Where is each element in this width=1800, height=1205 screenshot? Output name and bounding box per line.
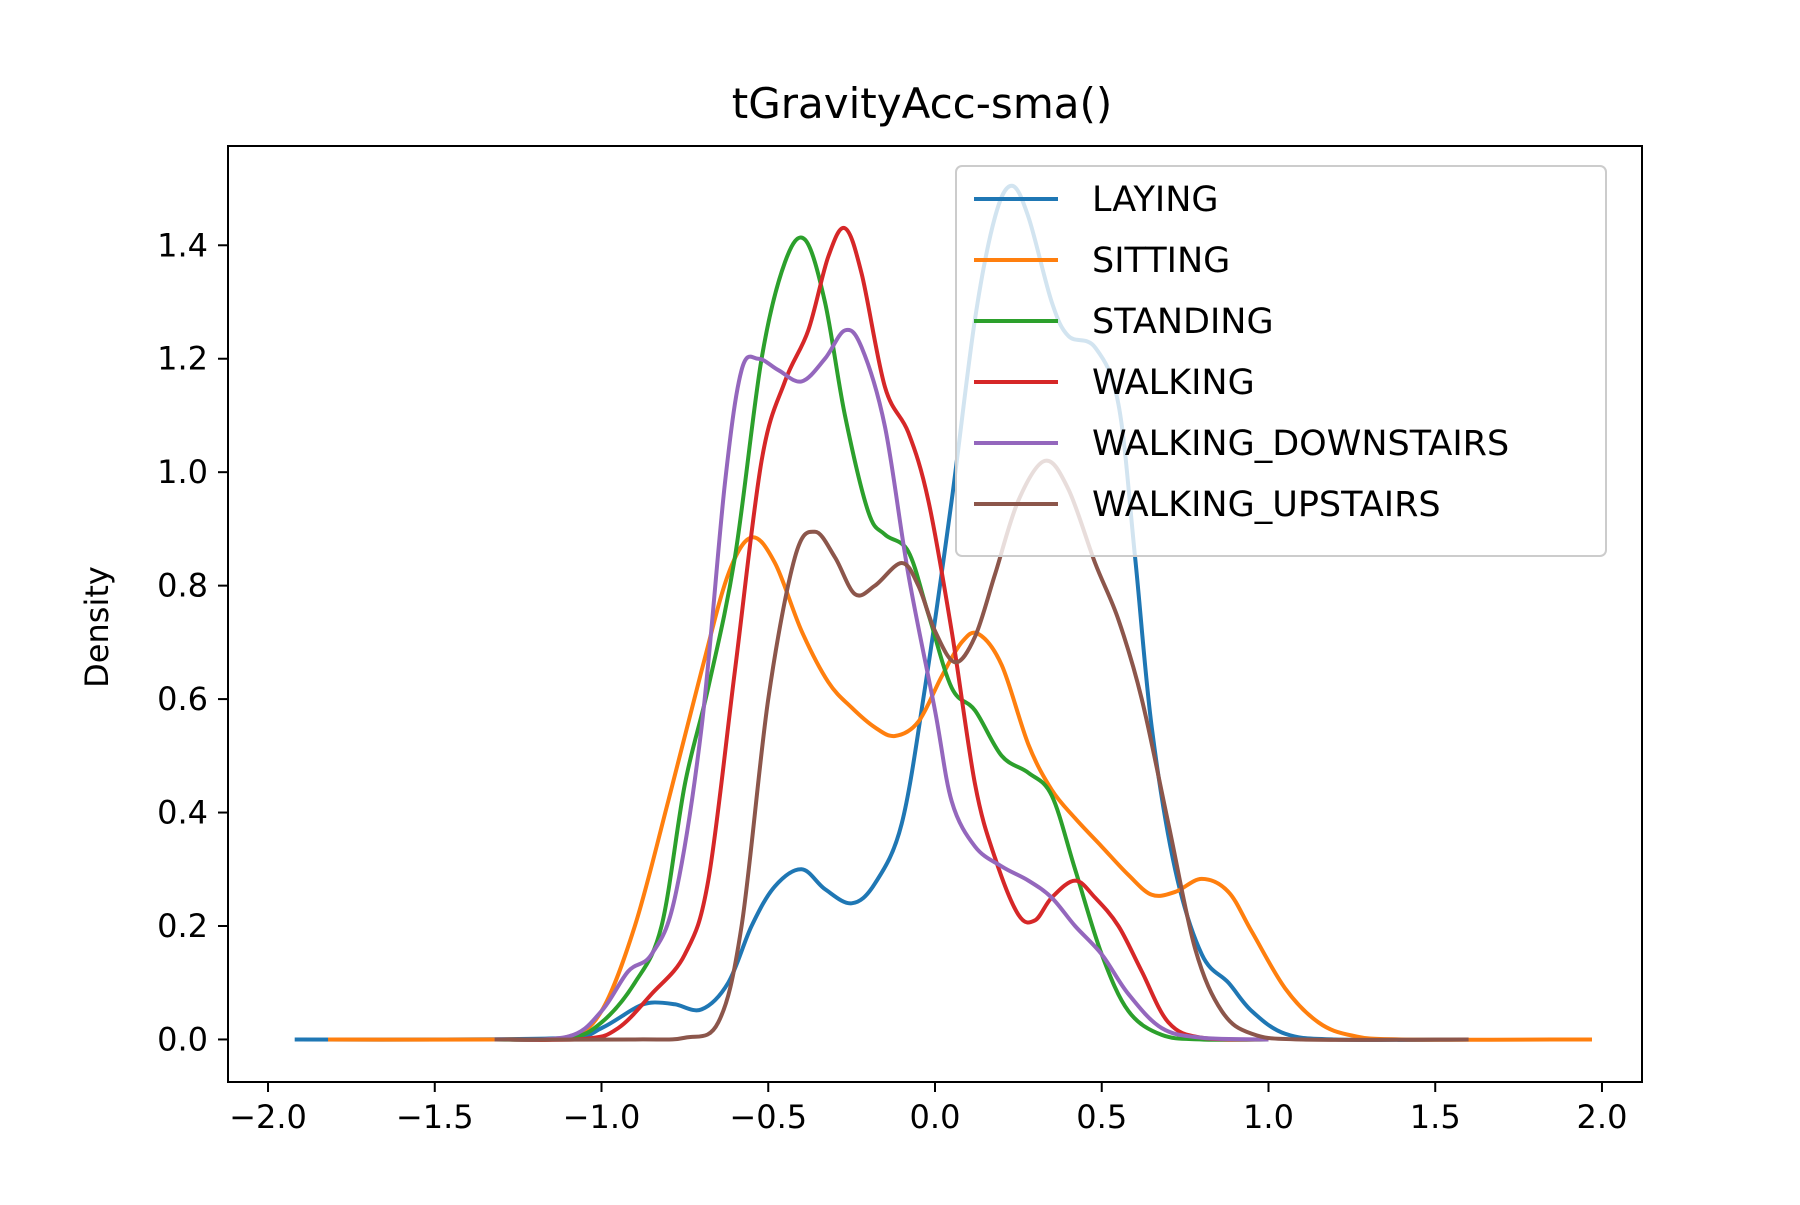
legend-label-walking: WALKING (1092, 363, 1255, 403)
x-tick-label: −2.0 (229, 1098, 307, 1136)
legend-label-sitting: SITTING (1092, 241, 1230, 281)
chart-title: tGravityAcc-sma() (732, 79, 1113, 128)
y-tick-label: 0.4 (157, 794, 208, 832)
y-tick-label: 1.0 (157, 453, 208, 491)
series-line-walking (494, 225, 1269, 1042)
x-tick-label: 0.0 (910, 1098, 961, 1136)
legend-label-laying: LAYING (1092, 180, 1219, 220)
legend: LAYING SITTING STANDING WALKING WALKING_DOWN… (955, 165, 1607, 557)
y-tick-label: 0.6 (157, 680, 208, 718)
legend-box (955, 165, 1607, 557)
legend-label-standing: STANDING (1092, 302, 1274, 342)
y-axis-label: Density (78, 566, 116, 688)
series-line-sitting (328, 535, 1592, 1042)
y-tick-label: 1.4 (157, 226, 208, 264)
series-line-walking-upstairs (494, 458, 1469, 1042)
legend-label-walking-upstairs: WALKING_UPSTAIRS (1092, 485, 1441, 525)
plot-frame (227, 145, 1643, 1083)
x-tick-label: −1.0 (563, 1098, 641, 1136)
x-tick-label: 2.0 (1577, 1098, 1628, 1136)
y-tick-label: 0.8 (157, 567, 208, 605)
y-tick-label: 0.2 (157, 907, 208, 945)
series-layer (294, 183, 1592, 1042)
tick-layer: −2.0 −1.5 −1.0 −0.5 0.0 0.5 1.0 1.5 2.0 0.0 0.2 0.4… (157, 226, 1627, 1136)
x-tick-label: 1.5 (1410, 1098, 1461, 1136)
y-tick-label: 0.0 (157, 1020, 208, 1058)
x-tick-label: −0.5 (729, 1098, 807, 1136)
x-tick-label: −1.5 (396, 1098, 474, 1136)
y-tick-label: 1.2 (157, 340, 208, 378)
x-tick-label: 1.0 (1243, 1098, 1294, 1136)
legend-label-walking-downstairs: WALKING_DOWNSTAIRS (1092, 424, 1509, 464)
x-tick-label: 0.5 (1076, 1098, 1127, 1136)
series-line-walking-downstairs (494, 327, 1269, 1042)
